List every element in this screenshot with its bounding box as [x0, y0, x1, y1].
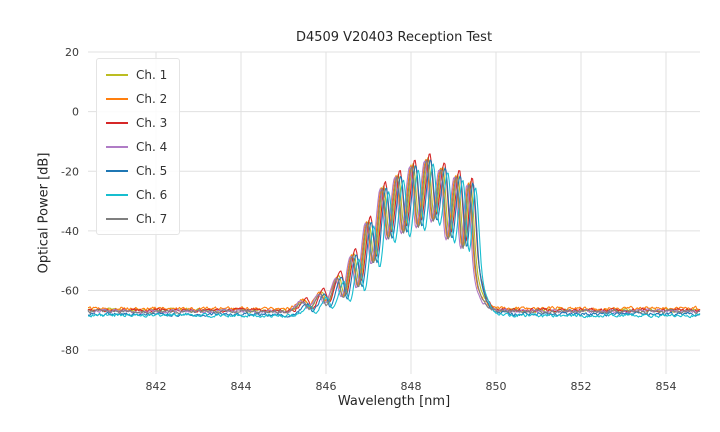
legend: Ch. 1 Ch. 2 Ch. 3 Ch. 4 Ch. 5 Ch. 6 Ch. 7 [96, 58, 181, 235]
x-tick-label: 848 [401, 380, 422, 393]
legend-label: Ch. 7 [136, 211, 168, 226]
legend-item-ch-7: Ch. 7 [106, 211, 167, 226]
series-line-ch-5 [87, 159, 701, 318]
chart-title: D4509 V20403 Reception Test [295, 30, 493, 45]
y-tick-label: -80 [61, 344, 79, 357]
x-tick-label: 844 [231, 380, 252, 393]
y-tick-label: 0 [72, 106, 79, 119]
legend-label: Ch. 6 [136, 187, 168, 202]
legend-line-swatch [106, 193, 128, 196]
legend-label: Ch. 3 [136, 115, 168, 130]
legend-line-swatch [106, 217, 128, 220]
x-tick-label: 846 [316, 380, 337, 393]
y-tick-label: -20 [61, 165, 79, 178]
legend-label: Ch. 5 [136, 163, 168, 178]
legend-line-swatch [106, 73, 128, 76]
series-line-ch-7 [87, 159, 701, 315]
legend-label: Ch. 1 [136, 67, 168, 82]
legend-label: Ch. 4 [136, 139, 168, 154]
x-tick-label: 854 [656, 380, 677, 393]
y-axis-label: Optical Power [dB] [36, 152, 52, 274]
series-line-ch-6 [88, 163, 701, 319]
y-tick-label: -60 [61, 285, 79, 298]
x-tick-label: 852 [571, 380, 592, 393]
x-axis-label: Wavelength [nm] [337, 394, 451, 409]
legend-item-ch-2: Ch. 2 [106, 91, 167, 106]
legend-line-swatch [106, 169, 128, 172]
legend-item-ch-5: Ch. 5 [106, 163, 167, 178]
legend-line-swatch [106, 121, 128, 124]
legend-item-ch-6: Ch. 6 [106, 187, 167, 202]
legend-label: Ch. 2 [136, 91, 168, 106]
legend-line-swatch [106, 145, 128, 148]
x-tick-label: 850 [486, 380, 507, 393]
y-tick-label: -40 [61, 225, 79, 238]
legend-item-ch-4: Ch. 4 [106, 139, 167, 154]
y-tick-label: 20 [65, 46, 79, 59]
legend-line-swatch [106, 97, 128, 100]
x-tick-label: 842 [146, 380, 167, 393]
legend-item-ch-1: Ch. 1 [106, 67, 167, 82]
legend-item-ch-3: Ch. 3 [106, 115, 167, 130]
